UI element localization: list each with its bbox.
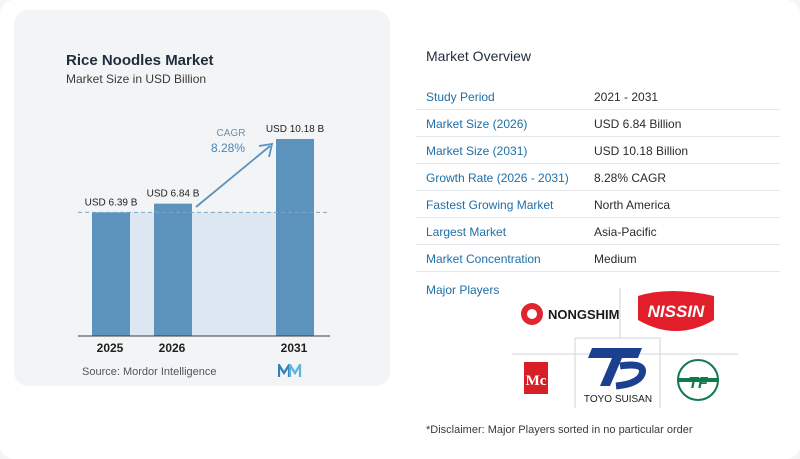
bar	[276, 139, 314, 336]
overview-row: Market Size (2031) USD 10.18 Billion	[416, 137, 780, 164]
nongshim-logo: NONGSHIM	[521, 303, 620, 325]
chart-source: Source: Mordor Intelligence	[82, 366, 217, 378]
bar-data-label: USD 10.18 B	[266, 124, 325, 135]
overview-row-value: USD 10.18 Billion	[594, 144, 689, 158]
overview-row-value: USD 6.84 Billion	[594, 117, 682, 131]
overview-row-value: Medium	[594, 252, 637, 266]
toyo-suisan-logo: TOYO SUISAN	[584, 348, 652, 405]
overview-row: Largest Market Asia-Pacific	[416, 218, 780, 245]
mccormick-logo: Mc	[524, 362, 548, 394]
overview-row: Study Period 2021 - 2031	[416, 83, 780, 110]
overview-row: Growth Rate (2026 - 2031) 8.28% CAGR	[416, 164, 780, 191]
overview-row-label: Largest Market	[426, 225, 507, 239]
bar-data-label: USD 6.39 B	[85, 197, 138, 208]
overview-row-label: Fastest Growing Market	[426, 198, 554, 212]
cagr-arrow-head	[258, 142, 274, 158]
tf-logo-text: TF	[688, 375, 709, 392]
nissin-logo-text: NISSIN	[648, 302, 705, 321]
mccormick-logo-text: Mc	[526, 373, 547, 389]
chart-subtitle: Market Size in USD Billion	[66, 72, 207, 86]
overview-row-value: 8.28% CAGR	[594, 171, 667, 185]
overview-row-value: Asia-Pacific	[594, 225, 657, 239]
overview-row: Fastest Growing Market North America	[416, 191, 780, 218]
chart-title: Rice Noodles Market	[66, 52, 214, 69]
bar	[92, 212, 130, 336]
overview-row-label: Market Size (2031)	[426, 144, 528, 158]
bar	[154, 203, 192, 336]
x-tick-label: 2026	[159, 341, 186, 355]
overview-table: Study Period 2021 - 2031 Market Size (2026…	[416, 83, 780, 272]
nissin-logo: NISSIN	[638, 291, 714, 331]
major-players-logos: NONGSHIM NISSIN Mc TOYO SUISAN TF	[512, 288, 738, 408]
overview-row-label: Market Concentration	[426, 252, 541, 266]
overview-row-label: Growth Rate (2026 - 2031)	[426, 171, 569, 185]
tf-logo: TF	[677, 359, 719, 401]
bar-chart: USD 6.39 B USD 6.84 B USD 10.18 B 2025 2026 2…	[78, 124, 330, 355]
overview-row: Market Concentration Medium	[416, 245, 780, 272]
toyo-suisan-logo-text: TOYO SUISAN	[584, 394, 652, 405]
nongshim-logo-text: NONGSHIM	[548, 307, 620, 322]
overview-row-label: Market Size (2026)	[426, 117, 528, 131]
overview-row-value: 2021 - 2031	[594, 90, 659, 104]
cagr-arrow	[195, 145, 271, 208]
disclaimer-text: *Disclaimer: Major Players sorted in no …	[426, 424, 693, 436]
x-tick-label: 2031	[281, 341, 308, 355]
overview-row-value: North America	[594, 198, 671, 212]
overview-row-label: Study Period	[426, 90, 495, 104]
bar-data-label: USD 6.84 B	[147, 189, 200, 200]
cagr-label: CAGR	[217, 128, 246, 139]
overview-title: Market Overview	[426, 48, 532, 64]
overview-row: Market Size (2026) USD 6.84 Billion	[416, 110, 780, 137]
cagr-value: 8.28%	[211, 141, 245, 155]
x-tick-label: 2025	[97, 341, 124, 355]
mordor-logo-icon	[278, 364, 302, 377]
major-players-label: Major Players	[426, 283, 500, 297]
